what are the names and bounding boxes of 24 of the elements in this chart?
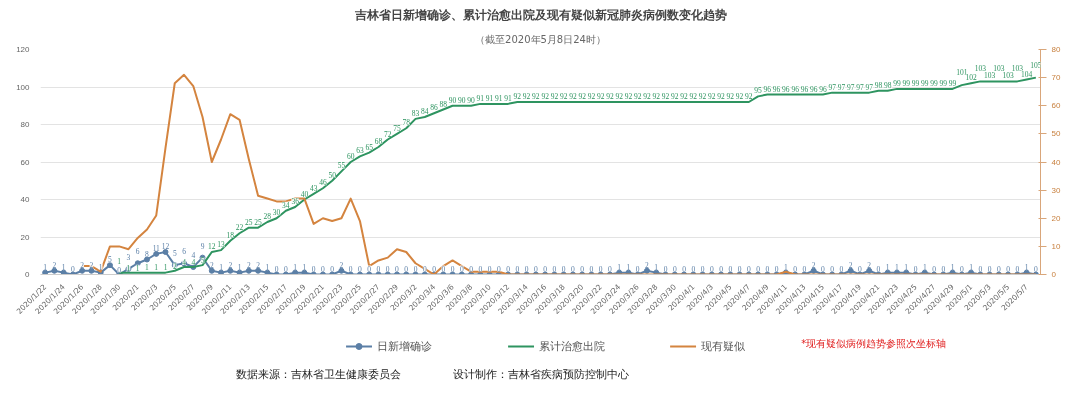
y2-tick-label: 10: [1051, 241, 1061, 251]
y2-tick-label: 70: [1051, 73, 1061, 83]
y-tick-label: 80: [20, 120, 31, 129]
text: 设计制作：吉林省疾病预防控制中心: [452, 367, 629, 381]
text: *现有疑似病例趋势参照次坐标轴: [801, 337, 947, 349]
y-tick-label: 20: [20, 232, 31, 242]
legend-label: 累计治愈出院: [538, 340, 605, 353]
y-tick-label: 100: [16, 82, 31, 92]
y2-tick-label: 80: [1051, 45, 1061, 54]
chart-subtitle: （截至2020年5月8日24时）: [475, 33, 606, 45]
legend-label: 现有疑似: [700, 340, 745, 353]
chart-title: 吉林省日新增确诊、累计治愈出院及现有疑似新冠肺炎病例数变化趋势: [353, 7, 727, 22]
source-note: 数据来源：吉林省卫生健康委员会: [235, 367, 401, 381]
legend-label: 日新增确诊: [376, 340, 432, 353]
y-tick-label: 0: [25, 270, 31, 279]
y2-tick-label: 20: [1051, 213, 1061, 223]
y2-tick-label: 50: [1051, 129, 1061, 139]
y-tick-label: 120: [16, 45, 31, 54]
y2-tick-label: 30: [1051, 185, 1061, 195]
y2-tick-label: 0: [1051, 270, 1057, 279]
y2-tick-label: 60: [1051, 101, 1061, 111]
y-tick-label: 40: [20, 195, 31, 204]
y2-tick-label: 40: [1051, 157, 1061, 167]
y-tick-label: 60: [20, 157, 31, 167]
